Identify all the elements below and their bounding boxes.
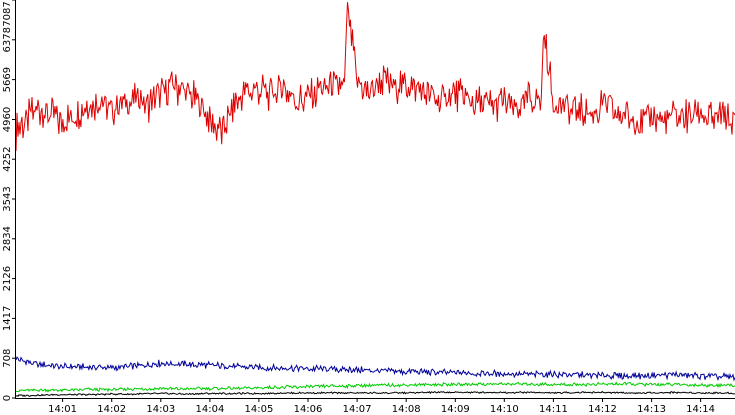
x-tick-label: 14:08: [392, 404, 421, 415]
x-tick-label: 14:07: [343, 404, 372, 415]
y-tick-label: 708: [2, 349, 13, 368]
x-tick-label: 14:13: [637, 404, 666, 415]
y-tick-label: 6378: [2, 27, 13, 52]
y-tick-label: 0: [2, 395, 13, 401]
series-line-4: [15, 390, 735, 397]
series-line-2: [15, 356, 735, 382]
x-tick-label: 14:14: [686, 404, 715, 415]
y-tick-label: 4960: [2, 107, 13, 132]
y-tick-label: 4252: [2, 146, 13, 171]
x-tick-label: 14:06: [294, 404, 323, 415]
x-tick-label: 14:05: [244, 404, 273, 415]
y-tick-label: 2126: [2, 266, 13, 291]
x-tick-label: 14:11: [539, 404, 568, 415]
x-tick-label: 14:02: [97, 404, 126, 415]
x-tick-layer: 14:01 14:02 14:03 14:04 14:05 14:06 14:07 14:08…: [48, 398, 715, 415]
x-tick-label: 14:12: [588, 404, 617, 415]
series-line-3: [15, 381, 735, 393]
y-tick-label: 5669: [2, 67, 13, 92]
x-tick-label: 14:01: [48, 404, 77, 415]
x-tick-label: 14:04: [195, 404, 224, 415]
x-tick-label: 14:10: [490, 404, 519, 415]
y-tick-label: 2834: [2, 226, 13, 251]
y-tick-label: 3543: [2, 186, 13, 211]
x-tick-label: 14:09: [441, 404, 470, 415]
x-tick-label: 14:03: [146, 404, 175, 415]
series-layer: [15, 2, 735, 397]
series-line-1: [15, 2, 735, 151]
y-tick-label: 1417: [2, 306, 13, 331]
y-tick-label: 7087: [2, 1, 13, 26]
